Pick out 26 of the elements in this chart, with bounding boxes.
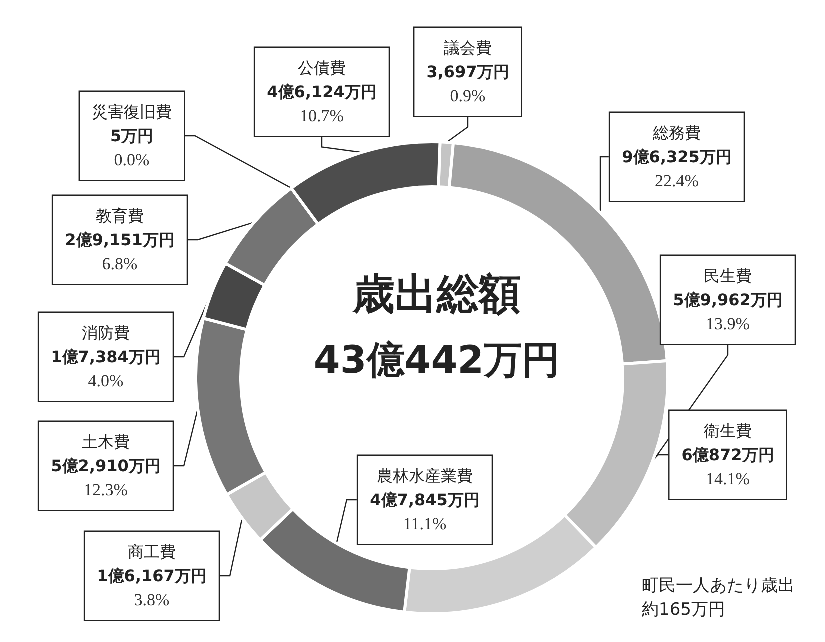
- text: 町民一人あたり歳出: [642, 576, 795, 596]
- slice-label: 公債費: [298, 58, 346, 78]
- data-label: 5億9,962万円 13.9%: [673, 290, 783, 334]
- slice-label: 教育費: [96, 206, 144, 226]
- slice-label: 消防費: [82, 324, 130, 342]
- data-label: 2億9,151万円 6.8%: [65, 230, 175, 274]
- slice-label: 土木費: [82, 432, 130, 452]
- category-label: 災害復旧費: [92, 102, 172, 122]
- data-label: 6億872万円 14.1%: [682, 446, 774, 488]
- slice-label: 商工費: [128, 542, 176, 562]
- data-label: 9億6,325万円 22.4%: [622, 148, 732, 190]
- data-label: 4億6,124万円 10.7%: [267, 82, 377, 126]
- data-label: 4億7,845万円 11.1%: [370, 490, 480, 534]
- data-label: 5億2,910万円 12.3%: [51, 456, 161, 500]
- text: 約165万円: [642, 600, 726, 620]
- slice-label: 民生費: [704, 266, 752, 286]
- slice-label: 衛生費: [704, 422, 752, 440]
- text: 歳出総額: [352, 270, 521, 318]
- slice-label: 農林水産業費: [377, 466, 473, 486]
- data-label: 3,697万円 0.9%: [426, 62, 510, 106]
- text: 43億442万円: [314, 338, 560, 382]
- slice-label: 総務費: [652, 124, 701, 142]
- slice-label: 議会費: [444, 38, 492, 58]
- data-label: 1億6,167万円 3.8%: [97, 566, 207, 610]
- text: 5万円 0.0%: [110, 126, 154, 170]
- data-label: 1億7,384万円 4.0%: [51, 348, 161, 390]
